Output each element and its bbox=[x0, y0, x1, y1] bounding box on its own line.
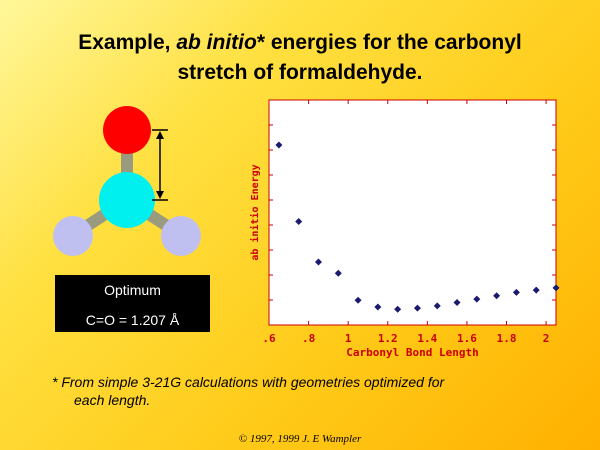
data-point bbox=[394, 305, 402, 313]
title-line-2: stretch of formaldehyde. bbox=[177, 61, 423, 84]
energy-vs-bond-length-chart: .6 .8 1 1.2 1.4 1.6 1.8 2 Carbonyl Bond Length ab… bbox=[249, 99, 560, 359]
optimum-info-box: Optimum C=O = 1.207 Å bbox=[55, 275, 210, 332]
footnote-line-1: * From simple 3-21G calculations with ge… bbox=[52, 374, 445, 390]
data-point bbox=[552, 284, 560, 292]
plot-area bbox=[268, 99, 557, 326]
data-point bbox=[433, 302, 441, 310]
x-tick-label: .6 bbox=[262, 332, 276, 345]
data-point bbox=[512, 288, 520, 296]
x-axis-label: Carbonyl Bond Length bbox=[346, 346, 478, 359]
x-tick-label: 1 bbox=[345, 332, 352, 345]
data-point bbox=[314, 258, 322, 266]
x-tick-label: 1.2 bbox=[378, 332, 398, 345]
formaldehyde-molecule-diagram bbox=[53, 106, 201, 256]
x-tick-label: 2 bbox=[543, 332, 550, 345]
title-line-1-italic: ab initio bbox=[176, 31, 257, 54]
title-line-1: Example, ab initio* energies for the car… bbox=[20, 28, 580, 58]
x-tick-label: 1.6 bbox=[457, 332, 477, 345]
x-tick-label: 1.8 bbox=[497, 332, 517, 345]
optimum-value: C=O = 1.207 Å bbox=[85, 312, 180, 328]
data-point bbox=[532, 286, 540, 294]
data-point bbox=[413, 304, 421, 312]
data-point bbox=[453, 299, 461, 306]
y-axis-label: ab initio Energy bbox=[249, 164, 261, 260]
oxygen-atom bbox=[103, 106, 151, 154]
data-point bbox=[473, 295, 481, 303]
bond-length-arrow bbox=[152, 129, 168, 201]
hydrogen-atom-right bbox=[161, 216, 201, 256]
data-point bbox=[493, 292, 501, 300]
slide-title: Example, ab initio* energies for the car… bbox=[20, 28, 580, 88]
title-line-1-post: * energies for the carbonyl bbox=[256, 31, 522, 54]
data-point bbox=[275, 141, 283, 149]
data-point bbox=[295, 218, 303, 225]
x-tick-label: .8 bbox=[302, 332, 315, 345]
copyright-notice: © 1997, 1999 J. E Wampler bbox=[238, 433, 362, 445]
hydrogen-atom-left bbox=[53, 216, 93, 256]
optimum-label: Optimum bbox=[104, 282, 161, 298]
data-point bbox=[354, 296, 362, 304]
footnote-line-2: each length. bbox=[74, 392, 151, 408]
data-point bbox=[334, 269, 342, 277]
data-point bbox=[374, 303, 382, 311]
title-line-1-pre: Example, bbox=[78, 31, 177, 54]
carbon-atom bbox=[99, 172, 155, 228]
x-tick-label: 1.4 bbox=[417, 332, 437, 345]
footnote: * From simple 3-21G calculations with ge… bbox=[52, 373, 552, 409]
